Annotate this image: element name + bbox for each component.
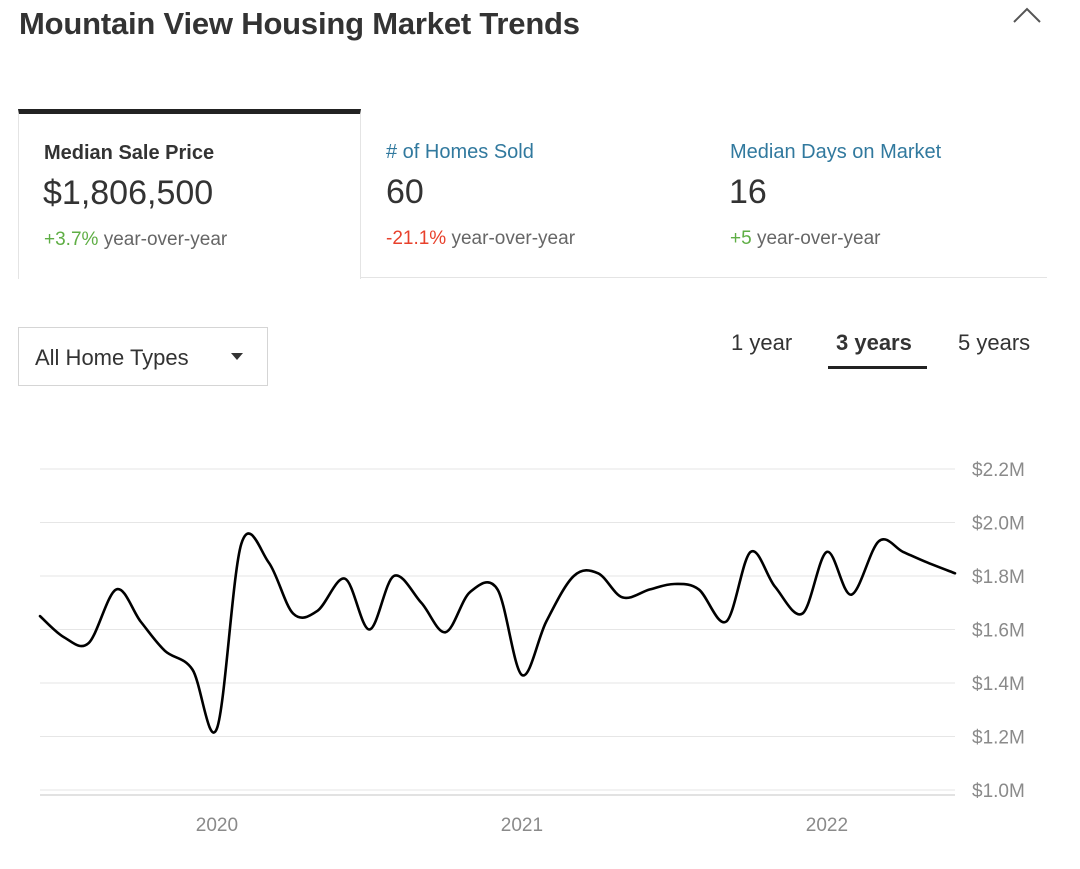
stat-change: -21.1% year-over-year	[386, 228, 575, 250]
chevron-up-icon[interactable]	[1010, 4, 1044, 26]
change-value: -21.1%	[386, 228, 447, 249]
price-chart: $1.0M $1.2M $1.4M $1.6M $1.8M $2.0M $2.2M 2020 2…	[38, 460, 1025, 836]
y-tick-label: $1.8M	[972, 567, 1025, 588]
y-tick-label: $1.2M	[972, 728, 1025, 749]
stat-label: Median Sale Price	[44, 142, 215, 164]
y-tick-label: $2.2M	[972, 460, 1025, 481]
x-tick-label: 2021	[501, 815, 543, 836]
page-title: Mountain View Housing Market Trends	[19, 6, 580, 41]
tabs-divider	[360, 277, 1047, 278]
home-type-selected: All Home Types	[35, 345, 189, 370]
change-suffix: year-over-year	[103, 229, 228, 250]
stats-tabs: Median Sale Price $1,806,500 +3.7% year-…	[18, 109, 1047, 279]
range-5-years[interactable]: 5 years	[958, 330, 1031, 355]
change-suffix: year-over-year	[451, 228, 576, 249]
tab-median-sale-price[interactable]: Median Sale Price $1,806,500 +3.7% year-…	[18, 109, 361, 279]
x-tick-label: 2020	[196, 815, 238, 836]
median-sale-price-line	[38, 532, 957, 734]
stat-label: # of Homes Sold	[386, 141, 534, 163]
y-tick-label: $1.4M	[972, 674, 1025, 695]
x-tick-label: 2022	[806, 815, 848, 836]
caret-down-icon	[231, 353, 243, 360]
home-type-dropdown[interactable]: All Home Types	[18, 327, 268, 386]
stat-value: 16	[729, 173, 767, 211]
stat-value: 60	[386, 173, 424, 211]
range-3-years[interactable]: 3 years	[836, 330, 912, 355]
tab-homes-sold[interactable]: # of Homes Sold 60 -21.1% year-over-year	[361, 109, 704, 278]
stat-label: Median Days on Market	[730, 141, 942, 163]
stat-change: +3.7% year-over-year	[44, 229, 227, 251]
stat-change: +5 year-over-year	[730, 228, 881, 250]
y-tick-label: $1.0M	[972, 781, 1025, 802]
change-suffix: year-over-year	[756, 228, 881, 249]
change-value: +5	[730, 228, 752, 249]
range-active-underline	[828, 366, 927, 369]
tab-median-days-on-market[interactable]: Median Days on Market 16 +5 year-over-ye…	[704, 109, 1047, 278]
y-tick-label: $1.6M	[972, 621, 1025, 642]
stat-value: $1,806,500	[43, 174, 214, 212]
range-1-year[interactable]: 1 year	[731, 330, 793, 355]
y-tick-label: $2.0M	[972, 514, 1025, 535]
change-value: +3.7%	[44, 229, 99, 250]
